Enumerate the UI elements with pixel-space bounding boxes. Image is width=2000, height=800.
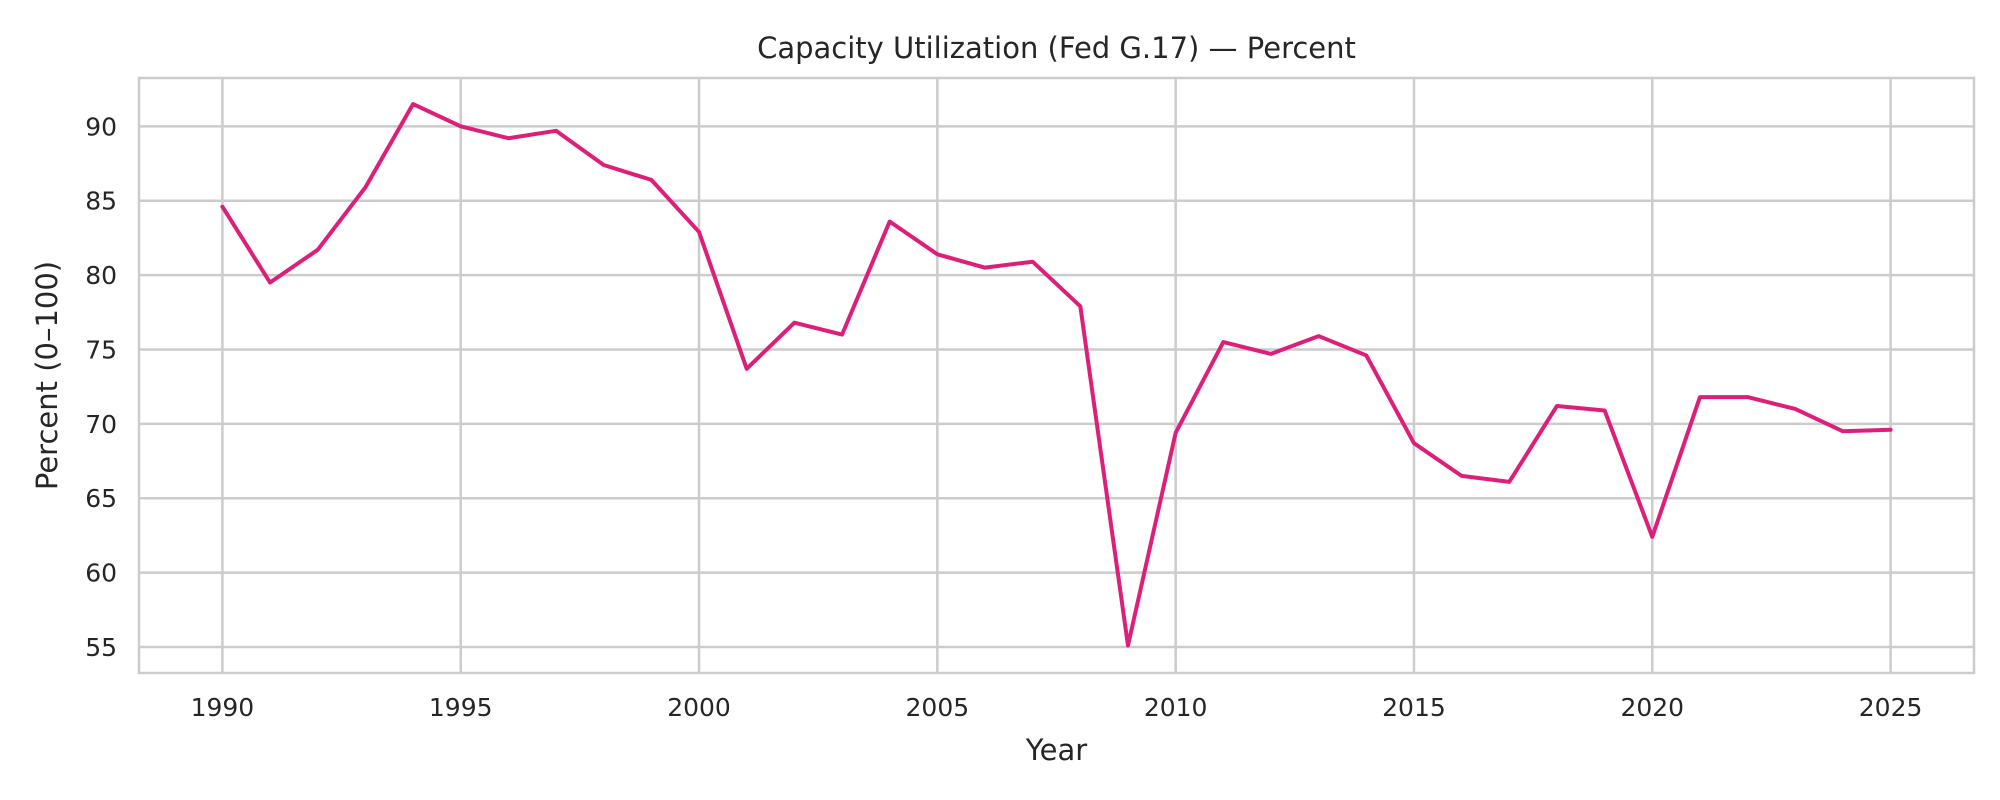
data-point-1993 bbox=[362, 184, 368, 190]
data-point-2017 bbox=[1506, 479, 1512, 485]
x-axis-ticks: 1990 1995 2000 2005 2010 2015 2020 2025 bbox=[191, 693, 1923, 722]
data-point-2020 bbox=[1649, 534, 1655, 540]
data-point-2004 bbox=[887, 219, 893, 225]
data-point-2007 bbox=[1030, 259, 1036, 265]
data-point-1997 bbox=[553, 128, 559, 134]
y-axis-label: Percent (0–100) bbox=[30, 261, 64, 490]
x-axis-label: Year bbox=[1025, 733, 1087, 767]
chart-title: Capacity Utilization (Fed G.17) — Percen… bbox=[757, 31, 1356, 65]
data-point-2016 bbox=[1459, 473, 1465, 479]
data-point-2001 bbox=[744, 366, 750, 372]
data-point-1998 bbox=[601, 162, 607, 168]
data-point-2021 bbox=[1697, 394, 1703, 400]
x-tick-label-2000: 2000 bbox=[667, 693, 731, 722]
data-point-2009 bbox=[1125, 642, 1131, 648]
y-tick-label-55: 55 bbox=[85, 633, 117, 662]
data-point-2015 bbox=[1411, 440, 1417, 446]
y-tick-label-80: 80 bbox=[85, 261, 117, 290]
y-tick-label-70: 70 bbox=[85, 410, 117, 439]
data-point-1995 bbox=[458, 123, 464, 129]
y-tick-label-60: 60 bbox=[85, 559, 117, 588]
data-point-2012 bbox=[1268, 351, 1274, 357]
y-tick-label-85: 85 bbox=[85, 187, 117, 216]
data-point-2025 bbox=[1888, 427, 1894, 433]
series-line-0 bbox=[220, 102, 1893, 648]
data-point-1992 bbox=[315, 247, 321, 253]
grid bbox=[139, 78, 1974, 673]
data-point-2014 bbox=[1363, 352, 1369, 358]
data-point-1994 bbox=[410, 101, 416, 107]
data-point-2013 bbox=[1316, 333, 1322, 339]
x-tick-label-2015: 2015 bbox=[1382, 693, 1446, 722]
data-point-2019 bbox=[1602, 407, 1608, 413]
data-point-2005 bbox=[934, 251, 940, 257]
data-point-2002 bbox=[791, 320, 797, 326]
data-point-1999 bbox=[648, 177, 654, 183]
y-tick-label-90: 90 bbox=[85, 112, 117, 141]
data-point-2018 bbox=[1554, 403, 1560, 409]
data-point-2010 bbox=[1173, 430, 1179, 436]
x-tick-label-1995: 1995 bbox=[429, 693, 493, 722]
data-point-2008 bbox=[1077, 303, 1083, 309]
data-point-2006 bbox=[982, 265, 988, 271]
x-tick-label-2005: 2005 bbox=[906, 693, 970, 722]
data-point-2022 bbox=[1745, 394, 1751, 400]
x-tick-label-2010: 2010 bbox=[1144, 693, 1208, 722]
y-tick-label-75: 75 bbox=[85, 335, 117, 364]
data-point-1991 bbox=[267, 280, 273, 286]
data-point-2000 bbox=[696, 229, 702, 235]
x-tick-label-1990: 1990 bbox=[191, 693, 255, 722]
plot-frame bbox=[137, 76, 1976, 675]
series-layer bbox=[219, 101, 1894, 648]
y-axis-ticks: 55 60 65 70 75 80 85 90 bbox=[85, 112, 117, 662]
data-point-1996 bbox=[505, 135, 511, 141]
data-point-2023 bbox=[1792, 406, 1798, 412]
y-tick-label-65: 65 bbox=[85, 484, 117, 513]
x-tick-label-2025: 2025 bbox=[1859, 693, 1923, 722]
data-point-2011 bbox=[1220, 339, 1226, 345]
x-tick-label-2020: 2020 bbox=[1620, 693, 1684, 722]
data-point-2024 bbox=[1840, 428, 1846, 434]
data-point-1990 bbox=[219, 204, 225, 210]
data-point-2003 bbox=[839, 332, 845, 338]
